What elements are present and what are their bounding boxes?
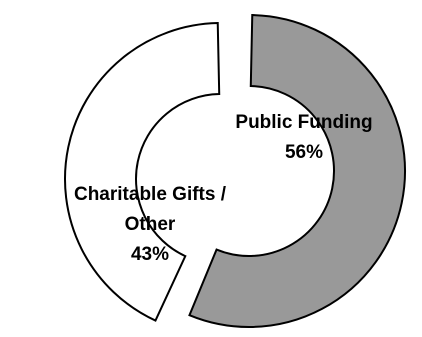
- data-label-public-funding-percent: 56%: [285, 142, 323, 163]
- data-label-charitable-gifts-name: Charitable Gifts /: [74, 184, 227, 205]
- data-label-charitable-gifts-percent: 43%: [131, 244, 169, 265]
- slice-public-funding: [188, 14, 406, 328]
- slice-charitable-gifts-other: [64, 22, 221, 322]
- data-label-public-funding-name: Public Funding: [235, 112, 372, 133]
- data-label-charitable-gifts-name: Other: [125, 214, 176, 235]
